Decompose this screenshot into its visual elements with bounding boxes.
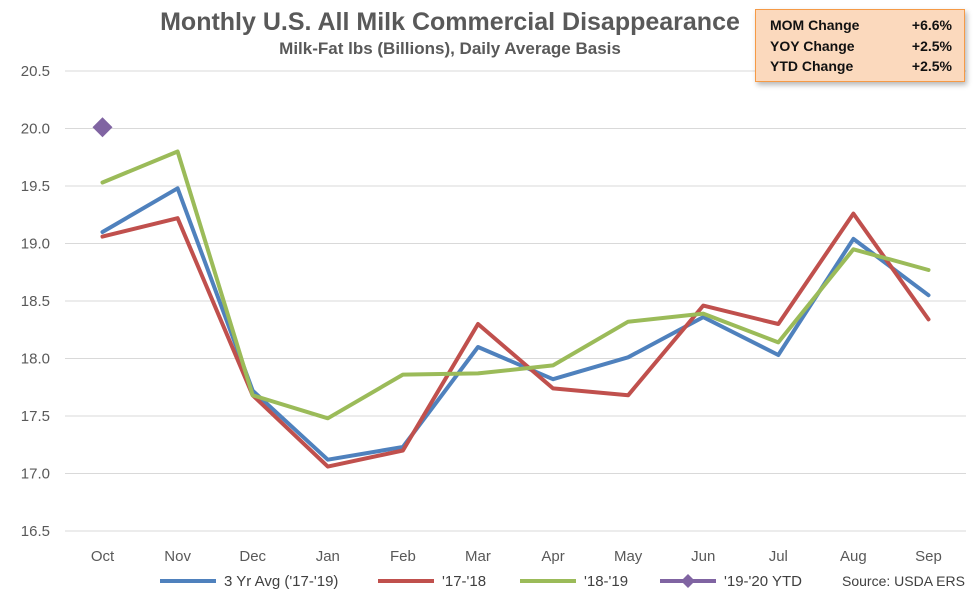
stat-label: YTD Change [770, 58, 854, 74]
legend-item-19-20-ytd: '19-'20 YTD [658, 568, 802, 594]
y-tick-label: 17.5 [21, 408, 50, 425]
x-tick-label: Sep [915, 548, 942, 565]
stat-value: +6.6% [911, 17, 952, 33]
stat-label: YOY Change [770, 37, 855, 54]
legend-item-17-18: '17-'18 [376, 568, 486, 594]
gridlines [65, 70, 966, 532]
title-block: Monthly U.S. All Milk Commercial Disappe… [60, 6, 840, 60]
legend-label: '18-'19 [584, 572, 629, 590]
y-tick-label: 20.0 [21, 121, 50, 138]
x-tick-label: Nov [164, 548, 191, 565]
y-tick-label: 16.5 [21, 523, 50, 540]
mom-change-row: MOM Change +6.6% [770, 15, 952, 36]
legend-label: '19-'20 YTD [724, 572, 802, 590]
yoy-change-row: YOY Change +2.5% [770, 36, 952, 57]
legend-diamond-icon [660, 574, 716, 588]
series-line-avg [100, 186, 931, 462]
x-tick-label: Oct [91, 548, 115, 565]
chart-title: Monthly U.S. All Milk Commercial Disappe… [160, 8, 740, 36]
ytd-change-row: YTD Change +2.5% [770, 56, 952, 77]
legend-label: 3 Yr Avg ('17-'19) [224, 572, 339, 590]
legend-item-18-19: '18-'19 [518, 568, 628, 594]
x-tick-label: Jul [769, 548, 788, 565]
x-tick-label: Feb [390, 548, 416, 565]
y-tick-label: 19.5 [21, 178, 50, 195]
stat-value: +2.5% [911, 58, 952, 74]
x-tick-label: Mar [465, 548, 491, 565]
y-tick-label: 18.5 [21, 293, 50, 310]
x-tick-label: May [614, 548, 643, 565]
x-axis-tick-labels: Oct Nov Dec Jan Feb Mar Apr May Jun Jul Aug Sep [91, 548, 942, 565]
y-tick-label: 18.0 [21, 351, 50, 368]
series-line-y1718 [100, 211, 931, 469]
x-tick-label: Jan [316, 548, 340, 565]
legend-line-icon [160, 579, 216, 583]
legend-line-icon [520, 579, 576, 583]
y-tick-label: 17.0 [21, 466, 50, 483]
legend-label: '17-'18 [442, 572, 487, 590]
y-tick-label: 20.5 [21, 63, 50, 80]
stat-label: MOM Change [770, 17, 860, 33]
change-stats-box: MOM Change +6.6% YOY Change +2.5% YTD Ch… [755, 9, 965, 82]
x-tick-label: Dec [239, 548, 266, 565]
stat-value: +2.5% [911, 37, 952, 54]
y-axis-tick-labels: 16.5 17.0 17.5 18.0 18.5 19.0 19.5 20.0 20.5 [21, 63, 50, 540]
source-note: Source: USDA ERS [842, 573, 965, 589]
series-line-y1819 [100, 149, 931, 421]
y-tick-label: 19.0 [21, 236, 50, 253]
x-tick-label: Apr [541, 548, 564, 565]
series-lines [92, 117, 931, 469]
chart-legend: 3 Yr Avg ('17-'19) '17-'18 '18-'19 '19-'… [0, 568, 980, 594]
chart-subtitle: Milk-Fat lbs (Billions), Daily Average B… [279, 39, 621, 58]
data-point-ytd [92, 117, 113, 138]
x-tick-label: Jun [691, 548, 715, 565]
x-tick-label: Aug [840, 548, 867, 565]
legend-item-avg: 3 Yr Avg ('17-'19) [158, 568, 338, 594]
legend-line-icon [378, 579, 434, 583]
